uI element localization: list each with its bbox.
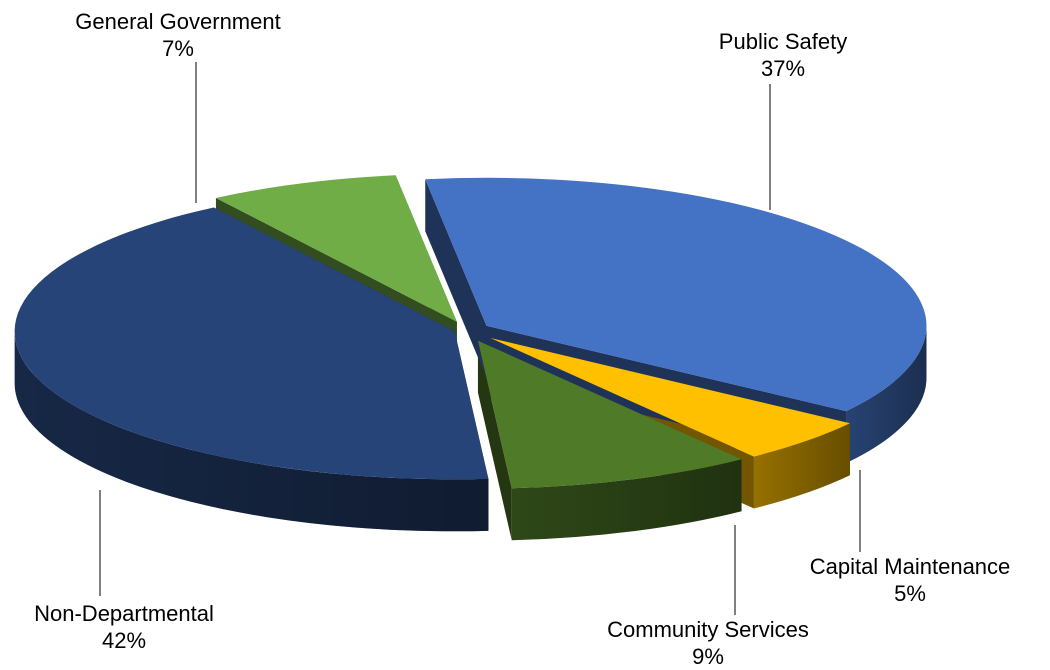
label-public-safety-name: Public Safety xyxy=(718,29,848,54)
label-general-government: General Government 7% xyxy=(75,8,280,62)
label-community-services-name: Community Services xyxy=(607,617,809,642)
slice-general-government xyxy=(215,175,457,322)
label-capital-maintenance-name: Capital Maintenance xyxy=(809,554,1011,579)
slice-non-departmental xyxy=(14,207,489,480)
slice-capital-maintenance xyxy=(490,337,850,457)
label-non-departmental: Non-Departmental 42% xyxy=(34,600,214,654)
slice-community-services xyxy=(477,340,742,489)
label-public-safety-percent: 37% xyxy=(760,56,806,81)
label-general-government-name: General Government xyxy=(75,9,281,34)
label-capital-maintenance: Capital Maintenance 5% xyxy=(810,553,1011,607)
slice-side-shading-capital-maintenance xyxy=(753,423,850,509)
slice-side-shading-public-safety xyxy=(846,325,927,464)
label-capital-maintenance-percent: 5% xyxy=(894,581,926,606)
slice-edge-public-safety-0 xyxy=(425,179,487,378)
slice-public-safety xyxy=(425,177,927,412)
label-community-services: Community Services 9% xyxy=(607,616,809,670)
label-community-services-percent: 9% xyxy=(692,644,724,669)
label-public-safety: Public Safety 37% xyxy=(719,28,847,82)
label-non-departmental-percent: 42% xyxy=(101,628,147,653)
slice-side-shading-non-departmental xyxy=(14,331,489,532)
label-general-government-percent: 7% xyxy=(162,36,194,61)
slice-side-shading-community-services xyxy=(511,459,742,541)
label-non-departmental-name: Non-Departmental xyxy=(34,601,214,626)
